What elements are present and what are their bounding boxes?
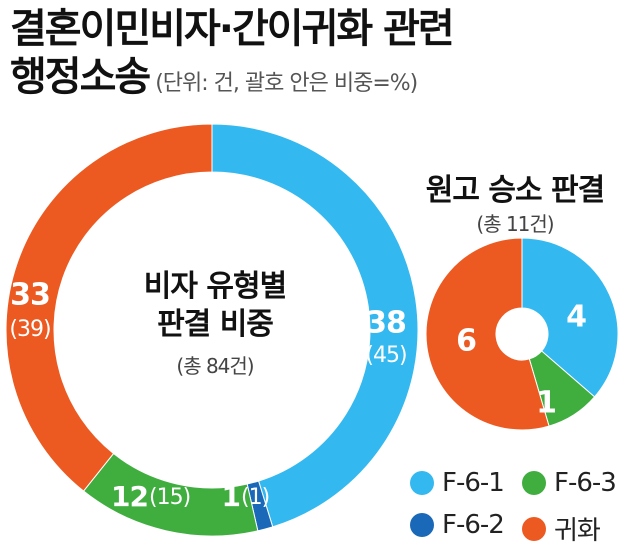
legend-swatch-f61 bbox=[410, 471, 434, 495]
legend-label-f62: F-6-2 bbox=[442, 510, 505, 540]
legend-swatch-f62 bbox=[410, 513, 434, 537]
legend-item-f63: F-6-3 bbox=[522, 468, 617, 498]
unit-note: (단위: 건, 괄호 안은 비중=%) bbox=[155, 71, 418, 96]
legend-label-naturalization: 귀화 bbox=[554, 516, 601, 546]
main-donut-center-title-line2: 판결 비중 bbox=[157, 307, 274, 342]
donut0-value-label-0: 38 bbox=[366, 306, 406, 341]
small-donut-subtitle: (총 11건) bbox=[476, 212, 554, 236]
legend-item-naturalization: 귀화 bbox=[522, 510, 601, 547]
legend-swatch-naturalization bbox=[522, 516, 546, 541]
legend-swatch-f63 bbox=[522, 471, 546, 495]
donut0-slice-3 bbox=[5, 123, 213, 492]
main-donut-center-title: 비자 유형별 판결 비중 bbox=[95, 268, 335, 344]
donut0-slice-0 bbox=[211, 123, 419, 528]
donut1-slice-2 bbox=[425, 237, 550, 431]
main-donut-center-title-line1: 비자 유형별 bbox=[143, 269, 287, 304]
main-donut-center-subtitle: (총 84건) bbox=[176, 354, 254, 378]
small-donut-title: 원고 승소 판결 bbox=[425, 173, 606, 208]
donut1-value-label-1: 1 bbox=[536, 386, 556, 421]
donut0-percent-label-0: (45) bbox=[365, 343, 406, 368]
donut0-percent-label-3: (39) bbox=[9, 317, 50, 342]
donut0-value-label-1: 1 bbox=[222, 480, 240, 513]
legend-label-f61: F-6-1 bbox=[442, 468, 505, 498]
legend-label-f63: F-6-3 bbox=[554, 468, 617, 498]
donut0-percent-label-2: (15) bbox=[149, 485, 190, 510]
legend-item-f61: F-6-1 bbox=[410, 468, 505, 498]
chart-title-line2: 행정소송 (단위: 건, 괄호 안은 비중=%) bbox=[10, 54, 418, 107]
donut1-value-label-2: 6 bbox=[456, 324, 476, 359]
chart-title-line1: 결혼이민비자·간이귀화 관련 bbox=[10, 6, 455, 52]
legend-item-f62: F-6-2 bbox=[410, 510, 505, 540]
donut0-value-label-3: 33 bbox=[10, 278, 50, 313]
donut1-slice-0 bbox=[521, 237, 619, 398]
donut0-percent-label-1: (1) bbox=[241, 485, 269, 510]
donut1-value-label-0: 4 bbox=[566, 300, 586, 335]
chart-title-line2-text: 행정소송 bbox=[10, 54, 151, 100]
donut0-value-label-2: 12 bbox=[111, 480, 148, 513]
